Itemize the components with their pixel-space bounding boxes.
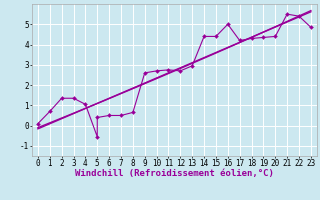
X-axis label: Windchill (Refroidissement éolien,°C): Windchill (Refroidissement éolien,°C) [75, 169, 274, 178]
